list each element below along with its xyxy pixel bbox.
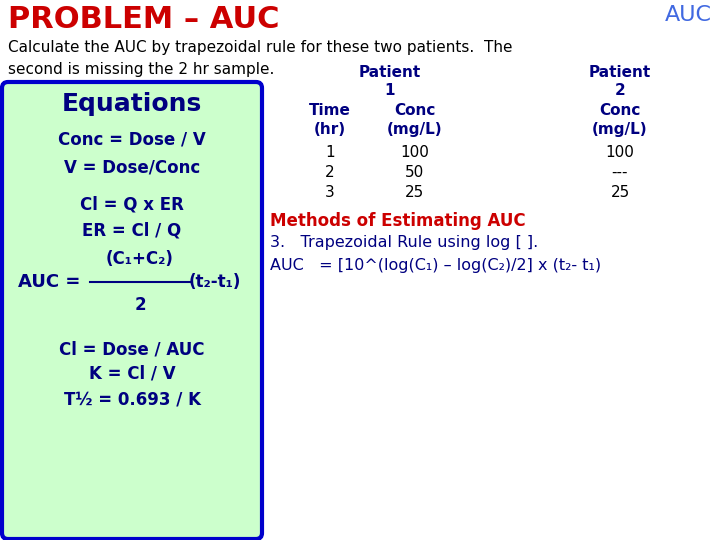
Text: (t₂-t₁): (t₂-t₁): [189, 273, 241, 291]
Text: (mg/L): (mg/L): [387, 122, 443, 137]
Text: 3.   Trapezoidal Rule using log [ ].: 3. Trapezoidal Rule using log [ ].: [270, 235, 539, 250]
Text: second is missing the 2 hr sample.: second is missing the 2 hr sample.: [8, 62, 274, 77]
Text: 100: 100: [606, 145, 634, 160]
Text: AUC: AUC: [665, 5, 712, 25]
Text: 3: 3: [325, 185, 335, 200]
Text: K = Cl / V: K = Cl / V: [89, 365, 175, 383]
Text: 2: 2: [134, 296, 146, 314]
Text: 1: 1: [384, 83, 395, 98]
Text: Patient: Patient: [359, 65, 421, 80]
FancyBboxPatch shape: [2, 82, 262, 539]
Text: Cl = Dose / AUC: Cl = Dose / AUC: [59, 340, 204, 358]
Text: (C₁+C₂): (C₁+C₂): [106, 250, 174, 268]
Text: Cl = Q x ER: Cl = Q x ER: [80, 195, 184, 213]
Text: AUC =: AUC =: [18, 273, 81, 291]
Text: Conc: Conc: [395, 103, 436, 118]
Text: PROBLEM – AUC: PROBLEM – AUC: [8, 5, 279, 34]
Text: Conc: Conc: [599, 103, 641, 118]
Text: 50: 50: [405, 165, 425, 180]
Text: ER = Cl / Q: ER = Cl / Q: [82, 222, 181, 240]
Text: Methods of Estimating AUC: Methods of Estimating AUC: [270, 212, 526, 230]
Text: 1: 1: [325, 145, 335, 160]
Text: ---: ---: [612, 165, 629, 180]
Text: 25: 25: [405, 185, 425, 200]
Text: Patient: Patient: [589, 65, 651, 80]
Text: (hr): (hr): [314, 122, 346, 137]
Text: Conc = Dose / V: Conc = Dose / V: [58, 130, 206, 148]
Text: AUC   = [10^(log(C₁) – log(C₂)/2] x (t₂- t₁): AUC = [10^(log(C₁) – log(C₂)/2] x (t₂- t…: [270, 258, 601, 273]
Text: (mg/L): (mg/L): [592, 122, 648, 137]
Text: 100: 100: [400, 145, 429, 160]
Text: Time: Time: [309, 103, 351, 118]
Text: Calculate the AUC by trapezoidal rule for these two patients.  The: Calculate the AUC by trapezoidal rule fo…: [8, 40, 513, 55]
Text: Equations: Equations: [62, 92, 202, 116]
Text: T½ = 0.693 / K: T½ = 0.693 / K: [63, 390, 200, 408]
Text: 2: 2: [325, 165, 335, 180]
Text: 25: 25: [611, 185, 629, 200]
Text: 2: 2: [615, 83, 626, 98]
Text: V = Dose/Conc: V = Dose/Conc: [64, 158, 200, 176]
